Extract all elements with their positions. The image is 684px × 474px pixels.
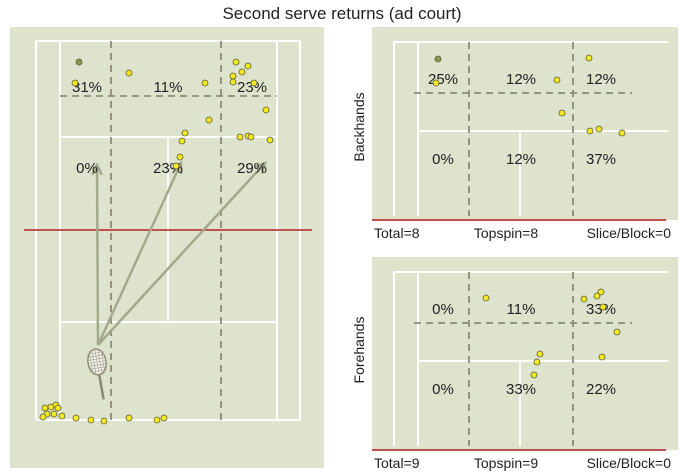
return-point	[236, 133, 244, 141]
return-point	[72, 414, 80, 422]
return-point	[598, 353, 606, 361]
return-point	[262, 106, 270, 114]
panel-background	[372, 257, 678, 450]
direction-arrow-3	[97, 162, 266, 346]
footer-topspin: Topspin=9	[474, 455, 538, 471]
return-point	[153, 416, 161, 424]
racket-string	[87, 357, 106, 361]
return-point	[178, 137, 186, 145]
return-point	[593, 292, 601, 300]
arrowhead-1	[91, 162, 103, 176]
footer-total: Total=8	[374, 225, 420, 241]
return-point	[530, 371, 538, 379]
zone-label: 12%	[506, 71, 536, 88]
return-point	[266, 136, 274, 144]
footer-slice: Slice/Block=0	[587, 225, 672, 241]
zone-label: 12%	[586, 71, 616, 88]
panel-background	[372, 27, 678, 220]
return-point	[533, 358, 541, 366]
racket-string	[89, 368, 108, 373]
main-court-panel: 31% 11% 23% 0% 23% 29%	[10, 27, 324, 468]
return-point	[585, 54, 593, 62]
return-point	[125, 414, 133, 422]
direction-arrow-1	[95, 164, 100, 346]
return-point	[434, 55, 442, 63]
zone-label: 0%	[432, 301, 454, 318]
racket-string	[89, 366, 107, 370]
zone-label: 11%	[507, 301, 536, 318]
return-point	[536, 350, 544, 358]
forehands-panel: 0%11%33%0%33%22%ForehandsTotal=9Topspin=…	[351, 257, 678, 471]
return-point	[229, 72, 237, 80]
footer-slice: Slice/Block=0	[587, 455, 672, 471]
footer-topspin: Topspin=8	[474, 225, 538, 241]
racket-string	[88, 363, 107, 367]
return-point	[125, 69, 133, 77]
return-point	[599, 303, 607, 311]
return-point	[238, 68, 246, 76]
return-point	[75, 58, 83, 66]
return-point	[201, 79, 209, 87]
footer-total: Total=9	[374, 455, 420, 471]
zone-label: 23%	[237, 79, 267, 96]
return-point	[586, 127, 594, 135]
direction-arrow-2	[96, 162, 183, 346]
panel-ylabel: Forehands	[351, 317, 367, 384]
return-point	[176, 153, 184, 161]
zone-label: 0%	[432, 381, 454, 398]
return-point	[205, 116, 213, 124]
zone-label: 31%	[72, 79, 102, 96]
zone-label: 11%	[154, 79, 183, 96]
return-point	[172, 162, 180, 170]
return-point	[250, 79, 258, 87]
return-point	[39, 413, 47, 421]
return-point	[613, 328, 621, 336]
zone-label: 0%	[76, 160, 98, 177]
backhands-panel: 25% 12% 12% 0% 12% 37% Backhands Total=8 Topspin…	[351, 27, 678, 241]
return-point	[71, 79, 79, 87]
tennis-racket-icon	[86, 348, 108, 400]
zone-label: 22%	[586, 381, 616, 398]
panel-ylabel: Backhands	[351, 92, 367, 161]
return-point	[160, 414, 168, 422]
zone-label: 0%	[432, 151, 454, 168]
return-point	[87, 416, 95, 424]
return-point	[232, 58, 240, 66]
zone-label: 25%	[428, 71, 458, 88]
return-point	[247, 133, 255, 141]
racket-string	[86, 351, 105, 356]
zone-label: 12%	[506, 151, 536, 168]
return-point	[618, 129, 626, 137]
return-point	[58, 412, 66, 420]
racket-string	[88, 360, 106, 364]
return-point	[580, 295, 588, 303]
arrowhead-3	[254, 160, 267, 174]
return-point	[595, 125, 603, 133]
return-point	[181, 129, 189, 137]
return-point	[597, 288, 605, 296]
zone-label: 29%	[237, 160, 267, 177]
return-point	[244, 62, 252, 70]
return-point	[229, 78, 237, 86]
return-point	[54, 404, 62, 412]
return-point	[100, 417, 108, 425]
return-point	[553, 76, 561, 84]
return-point	[482, 294, 490, 302]
racket-string	[87, 354, 105, 358]
zone-label: 37%	[586, 151, 616, 168]
return-point	[41, 404, 49, 412]
zone-label: 33%	[506, 381, 536, 398]
zone-label: 23%	[153, 160, 183, 177]
racket-handle	[98, 374, 105, 400]
return-point	[558, 109, 566, 117]
return-point	[50, 410, 58, 418]
chart-title: Second serve returns (ad court)	[222, 4, 461, 23]
return-point	[432, 79, 440, 87]
